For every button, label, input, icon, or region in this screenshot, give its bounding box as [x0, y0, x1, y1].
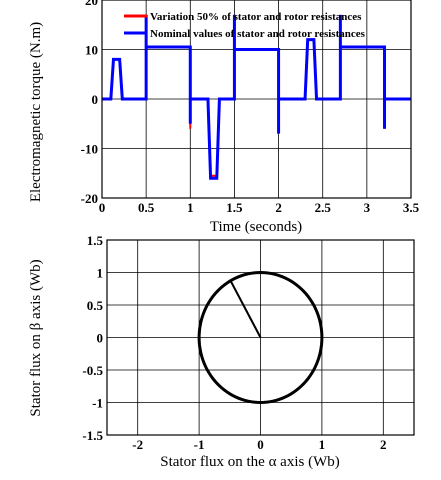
- torque-legend: Variation 50% of stator and rotor resist…: [124, 11, 366, 40]
- torque-series: [102, 14, 411, 180]
- flux-x-tick-label: 2: [380, 437, 387, 452]
- legend-label-variation: Variation 50% of stator and rotor resist…: [150, 11, 362, 23]
- flux-y-tick-label: 1: [97, 266, 104, 281]
- torque-x-tick-label: 3: [364, 200, 371, 215]
- torque-x-tick-label: 0: [99, 200, 106, 215]
- torque-x-axis-label: Time (seconds): [210, 219, 302, 235]
- torque-y-tick-label: 0: [92, 92, 99, 107]
- flux-y-tick-label: -0.5: [82, 363, 103, 378]
- flux-y-tick-label: -1.5: [82, 428, 103, 443]
- flux-y-tick-label: 0.5: [87, 298, 104, 313]
- flux-y-tick-label: 0: [97, 331, 104, 346]
- flux-x-tick-label: 0: [257, 437, 264, 452]
- flux-x-tick-label: -2: [132, 437, 143, 452]
- torque-tick-labels: 0 0.5 1 1.5 2 2.5 3 3.5 -20 -10 0 10 20: [81, 0, 420, 215]
- torque-x-tick-label: 2: [275, 200, 282, 215]
- torque-x-tick-label: 1: [187, 200, 194, 215]
- torque-chart: 0 0.5 1 1.5 2 2.5 3 3.5 -20 -10 0 10 20 Variation 50…: [28, 0, 420, 235]
- flux-x-tick-label: -1: [194, 437, 205, 452]
- torque-y-tick-label: 20: [85, 0, 98, 8]
- torque-x-tick-label: 3.5: [403, 200, 420, 215]
- flux-trajectory: [197, 270, 324, 405]
- flux-chart: -2 -1 0 1 2 -1.5 -1 -0.5 0 0.5 1 1.5 Stator flux on…: [28, 233, 415, 470]
- flux-tick-labels: -2 -1 0 1 2 -1.5 -1 -0.5 0 0.5 1 1.5: [82, 233, 386, 452]
- torque-y-tick-label: -20: [81, 191, 98, 206]
- flux-y-axis-label: Stator flux on β axis (Wb): [28, 259, 44, 416]
- flux-y-tick-label: 1.5: [87, 233, 104, 248]
- flux-plot-frame: [106, 239, 415, 436]
- torque-x-tick-label: 2.5: [315, 200, 332, 215]
- flux-x-tick-label: 1: [319, 437, 326, 452]
- legend-label-nominal: Nominal values of stator and rotor resis…: [150, 28, 366, 40]
- torque-y-tick-label: -10: [81, 142, 98, 157]
- torque-plot-frame: [101, 0, 412, 199]
- torque-x-tick-label: 1.5: [226, 200, 243, 215]
- flux-x-axis-label: Stator flux on the α axis (Wb): [160, 454, 340, 470]
- torque-x-tick-label: 0.5: [138, 200, 155, 215]
- series-nominal-line: [102, 14, 411, 180]
- torque-y-axis-label: Electromagnetic torque (N.m): [28, 22, 44, 202]
- flux-start-transient: [230, 281, 262, 338]
- flux-y-tick-label: -1: [92, 396, 103, 411]
- flux-circle-trajectory: [197, 270, 324, 405]
- torque-y-tick-label: 10: [85, 43, 98, 58]
